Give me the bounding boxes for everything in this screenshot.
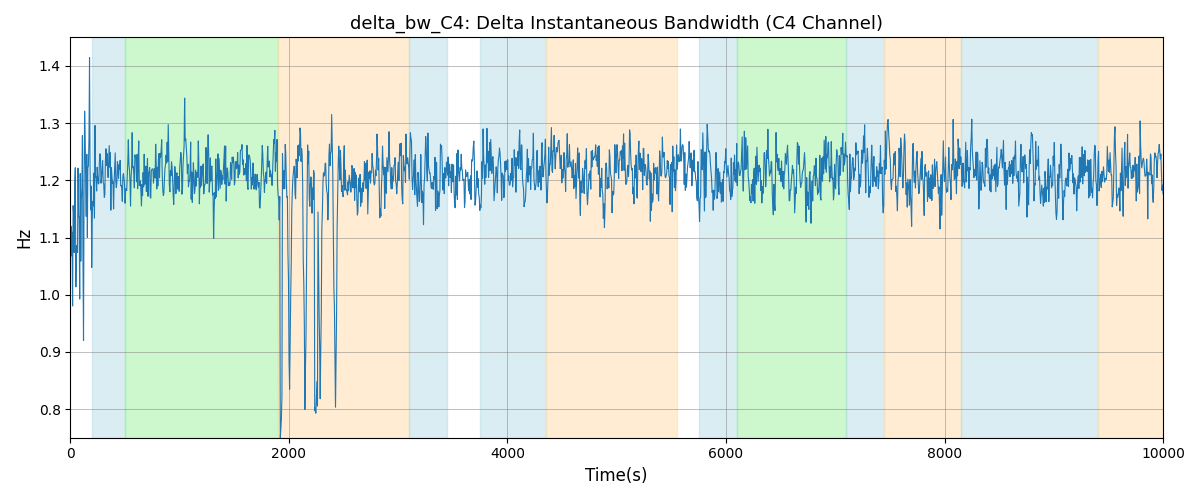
Bar [1098, 38, 1163, 438]
Bar [846, 38, 884, 438]
Bar [92, 38, 125, 438]
Bar [480, 38, 546, 438]
Bar [278, 38, 409, 438]
Y-axis label: Hz: Hz [14, 227, 32, 248]
Bar [884, 38, 961, 438]
Bar [961, 38, 1098, 438]
Bar [125, 38, 278, 438]
Bar [409, 38, 448, 438]
Title: delta_bw_C4: Delta Instantaneous Bandwidth (C4 Channel): delta_bw_C4: Delta Instantaneous Bandwid… [350, 15, 883, 34]
Bar [546, 38, 677, 438]
X-axis label: Time(s): Time(s) [586, 467, 648, 485]
Bar [737, 38, 846, 438]
Bar [698, 38, 737, 438]
